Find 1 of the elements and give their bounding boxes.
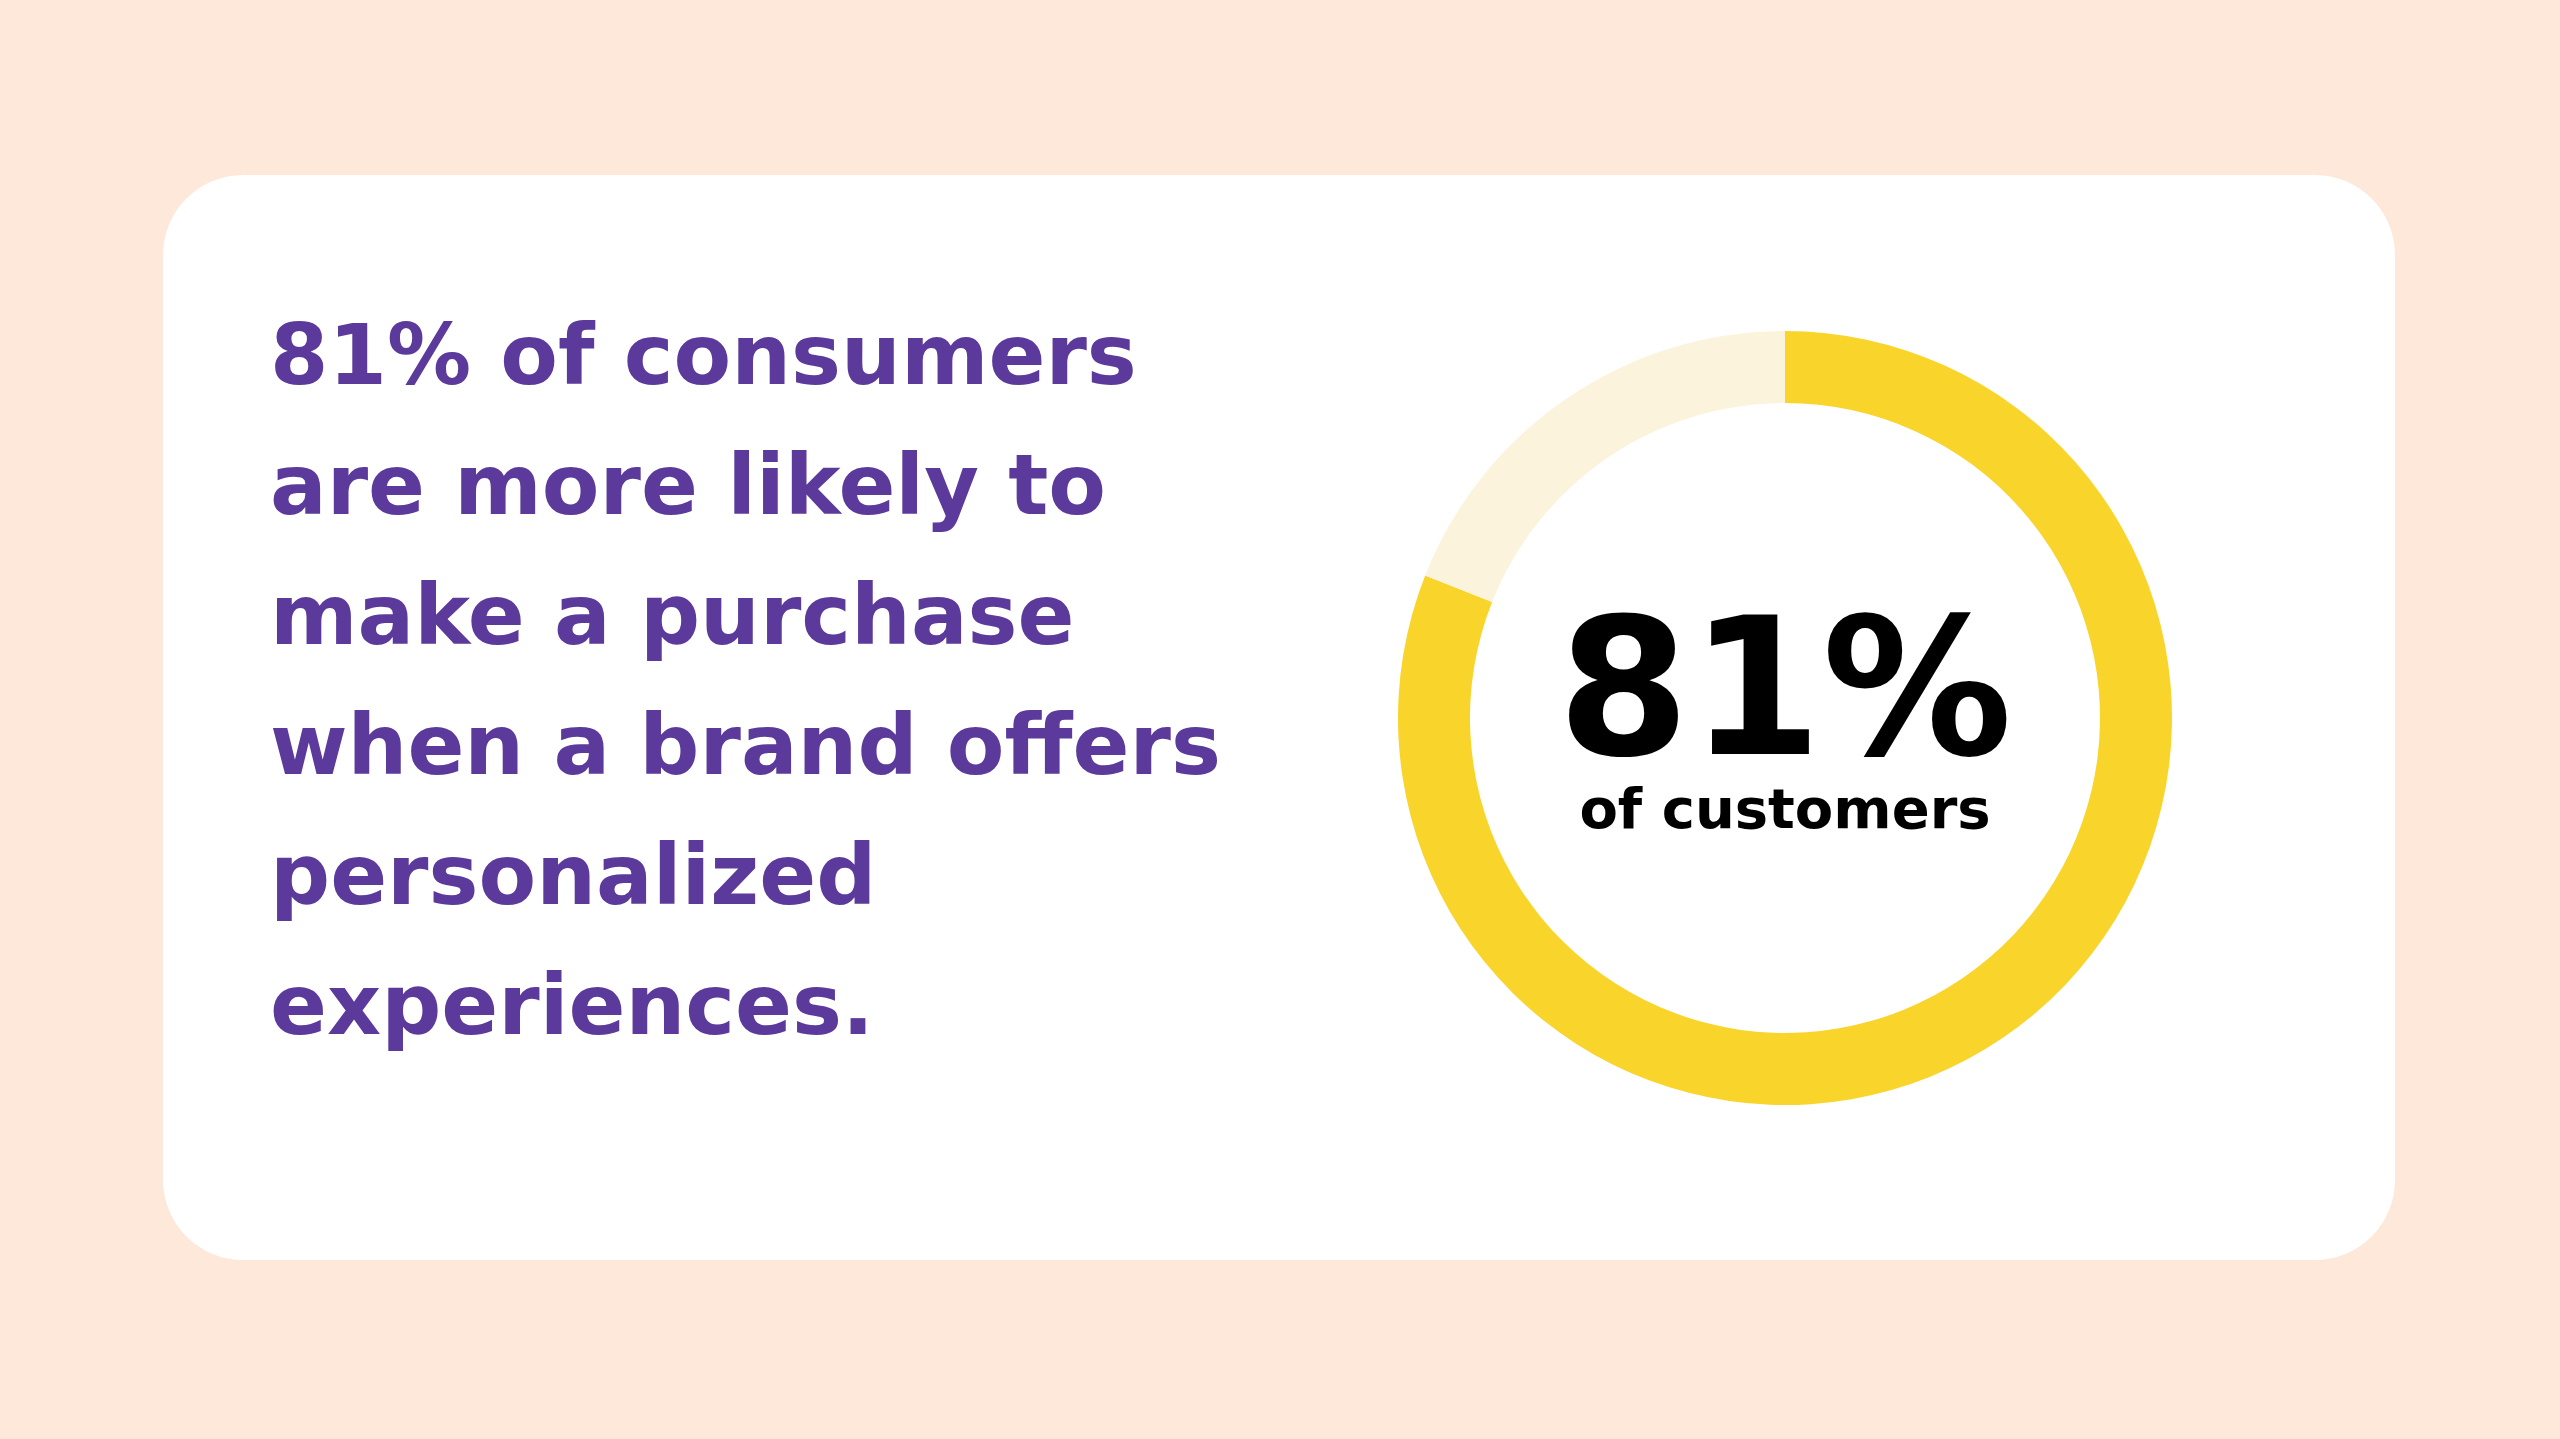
text: 81% of consumers are more likely to make a purchase when a brand offers personalized experiences. bbox=[270, 305, 1222, 1056]
